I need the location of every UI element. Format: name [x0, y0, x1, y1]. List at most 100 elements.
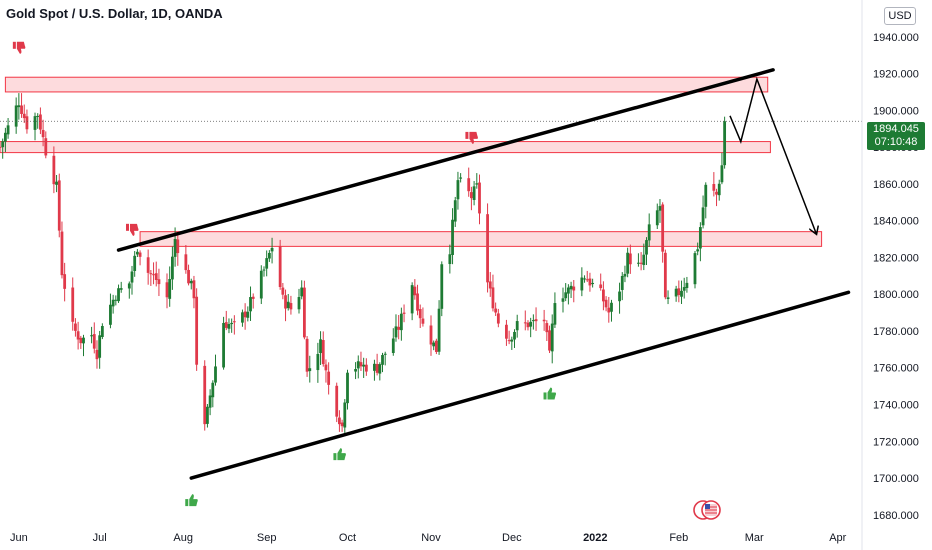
time-tick-label: Dec: [502, 532, 522, 544]
candle-body: [297, 297, 301, 310]
candle-body: [478, 182, 481, 214]
candle-body: [230, 322, 234, 325]
candle-body: [130, 271, 134, 283]
candle-body: [602, 289, 605, 302]
price-tick-label: 1920.000: [873, 69, 919, 81]
candle-body: [251, 296, 255, 299]
time-tick-label: Aug: [173, 532, 193, 544]
candle-body: [222, 322, 225, 368]
candle-body: [57, 180, 61, 231]
candle-body: [232, 321, 236, 323]
candle-body: [434, 340, 438, 352]
time-tick-label: Oct: [339, 532, 356, 544]
thumbs-up-icon: [543, 387, 557, 400]
candle-body: [133, 255, 137, 272]
candle-body: [666, 297, 670, 300]
candle-body: [591, 282, 595, 285]
candle-body: [168, 279, 172, 299]
candle-body: [534, 319, 538, 322]
candle-body: [359, 362, 363, 367]
channel-trendline: [189, 290, 851, 480]
candle-body: [542, 319, 546, 322]
candle-body: [171, 256, 174, 280]
candle-body: [214, 366, 217, 383]
thumbs-up-icon: [185, 494, 198, 507]
candle-body: [343, 402, 347, 428]
candle-body: [715, 191, 718, 195]
candle-body: [109, 304, 112, 325]
candle-body: [402, 312, 406, 314]
trendlines: [116, 68, 851, 480]
candle-body: [531, 320, 535, 322]
candle-body: [289, 303, 293, 310]
projection-path: [729, 76, 816, 233]
candle-body: [723, 121, 727, 166]
time-tick-label: Jun: [10, 532, 28, 544]
candle-body: [647, 224, 651, 241]
candle-body: [338, 417, 341, 425]
candle-body: [391, 338, 395, 354]
candle-body: [475, 183, 479, 185]
candle-body: [22, 113, 26, 119]
candle-body: [117, 288, 120, 302]
candle-body: [1, 141, 5, 148]
price-tick-label: 1780.000: [873, 326, 919, 338]
candle-body: [712, 184, 716, 191]
candle-body: [491, 287, 495, 309]
candle-body: [146, 257, 150, 273]
price-tick-label: 1680.000: [873, 510, 919, 522]
candle-body: [127, 283, 131, 289]
candle-body: [505, 324, 508, 339]
candle-body: [580, 277, 584, 291]
candle-body: [20, 105, 23, 114]
candle-body: [704, 184, 708, 207]
candle-body: [119, 288, 123, 290]
candle-body: [545, 323, 549, 333]
candle-body: [259, 270, 263, 299]
candlesticks: [0, 93, 727, 433]
candle-body: [572, 286, 576, 291]
candle-body: [95, 349, 99, 360]
candle-body: [316, 353, 320, 371]
projection-arrow: [729, 76, 816, 233]
candle-body: [467, 178, 471, 192]
candle-body: [286, 301, 290, 309]
candle-body: [696, 249, 700, 252]
candle-body: [663, 252, 667, 298]
candle-body: [184, 254, 188, 271]
candle-body: [187, 269, 190, 284]
candle-body: [399, 313, 403, 331]
price-tick-label: 1720.000: [873, 436, 919, 448]
candle-body: [203, 365, 207, 425]
candle-body: [111, 299, 115, 307]
thumbs-down-icon: [465, 131, 478, 144]
candle-body: [510, 339, 514, 342]
candle-body: [176, 239, 180, 254]
candle-body: [206, 406, 209, 424]
candle-body: [305, 338, 309, 372]
candle-body: [682, 287, 686, 291]
resistance-zone: [139, 231, 823, 247]
candle-body: [354, 369, 357, 372]
candle-body: [381, 355, 384, 365]
candle-body: [526, 322, 530, 328]
candle-body: [494, 308, 498, 313]
candle-body: [416, 293, 419, 311]
candle-body: [486, 214, 489, 283]
candle-body: [114, 299, 118, 301]
candle-body: [413, 286, 417, 296]
candle-body: [246, 311, 250, 318]
candle-body: [610, 302, 613, 312]
candle-body: [561, 298, 565, 302]
candle-body: [418, 309, 422, 319]
candle-body: [397, 326, 401, 330]
candle-body: [265, 258, 269, 269]
candle-body: [585, 279, 589, 281]
candle-body: [154, 273, 158, 281]
price-tick-label: 1840.000: [873, 216, 919, 228]
candle-body: [553, 303, 557, 325]
candle-body: [224, 322, 228, 328]
candle-body: [262, 269, 266, 271]
currency-button[interactable]: USD: [884, 7, 916, 25]
